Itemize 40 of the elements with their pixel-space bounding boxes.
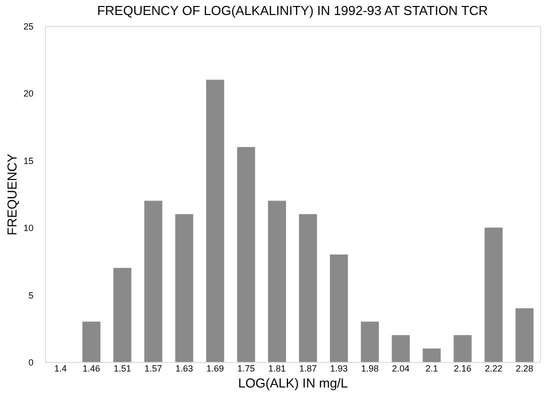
bar	[82, 322, 100, 362]
x-tick-label: 1.87	[299, 364, 317, 374]
x-tick-label: 2.04	[392, 364, 410, 374]
bar	[454, 335, 472, 362]
bar	[144, 200, 162, 362]
y-tick-label: 10	[23, 223, 34, 234]
bar	[175, 214, 194, 362]
x-tick-label: 1.57	[144, 364, 162, 374]
x-tick-label: 1.69	[206, 364, 224, 374]
x-tick-label: 1.98	[361, 364, 379, 374]
bar	[360, 322, 379, 362]
x-axis-title: LOG(ALK) IN mg/L	[238, 376, 348, 390]
x-tick-label: 2.22	[484, 364, 502, 374]
x-tick-label: 1.75	[237, 364, 255, 374]
x-tick-label: 1.51	[114, 364, 132, 374]
x-tick-label: 2.1	[425, 364, 438, 374]
x-tick-label: 2.16	[454, 364, 472, 374]
y-tick-label: 0	[28, 358, 34, 368]
x-tick-label: 2.28	[516, 364, 534, 374]
chart-title: FREQUENCY OF LOG(ALKALINITY) IN 1992-93 AT STATION TCR	[97, 3, 488, 18]
x-tick-label: 1.4	[54, 364, 67, 374]
bar	[330, 254, 348, 362]
bar	[516, 308, 534, 362]
y-tick-label: 5	[28, 290, 34, 300]
x-tick-label: 1.46	[82, 364, 100, 374]
bar	[268, 200, 286, 362]
y-axis-title: FREQUENCY	[4, 153, 20, 236]
bar	[113, 268, 132, 362]
x-tick-label: 1.81	[268, 364, 286, 374]
bar	[484, 228, 503, 362]
x-tick-label: 1.93	[330, 364, 348, 374]
y-tick-label: 25	[23, 22, 34, 32]
bar	[392, 335, 410, 362]
bar	[237, 146, 256, 362]
bar	[298, 214, 317, 362]
x-tick-label: 1.63	[175, 364, 193, 374]
bar	[206, 80, 224, 362]
bar	[422, 348, 441, 362]
y-tick-label: 15	[23, 156, 34, 166]
y-tick-label: 20	[23, 88, 34, 99]
